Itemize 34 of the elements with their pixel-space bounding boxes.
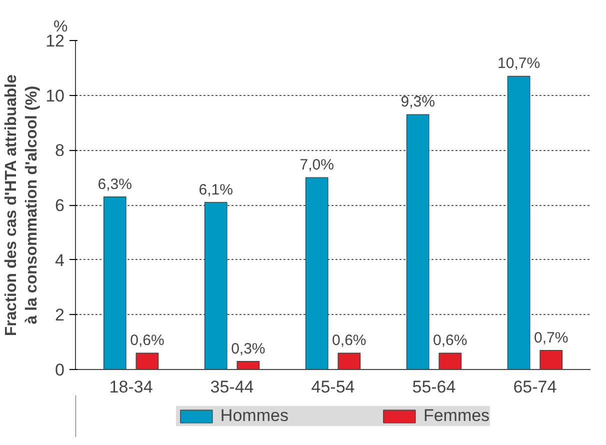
y-tick-label: 10 — [46, 86, 65, 106]
legend-label: Femmes — [423, 406, 490, 426]
y-tick-label: 4 — [55, 250, 65, 270]
data-label: 6,1% — [198, 181, 233, 198]
data-label: 7,0% — [300, 156, 334, 174]
data-label: 0,3% — [231, 340, 266, 358]
bar — [540, 350, 563, 370]
bar — [136, 352, 159, 370]
data-label: 6,3% — [98, 176, 132, 193]
x-tick-label: 55-64 — [412, 378, 456, 396]
bar — [305, 177, 328, 370]
bar — [103, 196, 126, 370]
bar — [204, 202, 228, 370]
bar — [406, 114, 430, 370]
bar — [236, 360, 260, 370]
data-label: 9,3% — [400, 94, 435, 111]
y-tick-label: 0 — [55, 360, 65, 380]
y-tick-label: 2 — [55, 306, 65, 325]
data-label: 0,6% — [332, 332, 366, 350]
legend-label: Hommes — [220, 406, 288, 426]
bar — [338, 352, 361, 370]
y-tick-label: 6 — [55, 196, 65, 215]
x-tick-label: 35-44 — [210, 378, 254, 396]
x-tick-label: 18-34 — [109, 378, 153, 396]
data-label: 0,6% — [433, 332, 468, 350]
data-label: 0,7% — [534, 329, 568, 346]
x-tick-label: 45-54 — [311, 378, 355, 396]
y-axis-title: Fraction des cas d'HTA attribuable à la consommation d'alcool (%) — [3, 74, 41, 336]
bar — [507, 76, 530, 370]
data-label: 10,7% — [498, 55, 540, 72]
x-tick-label: 65-74 — [513, 378, 557, 396]
data-label: 0,6% — [130, 332, 164, 350]
y-tick-label: 8 — [55, 141, 65, 160]
bar — [438, 352, 462, 370]
